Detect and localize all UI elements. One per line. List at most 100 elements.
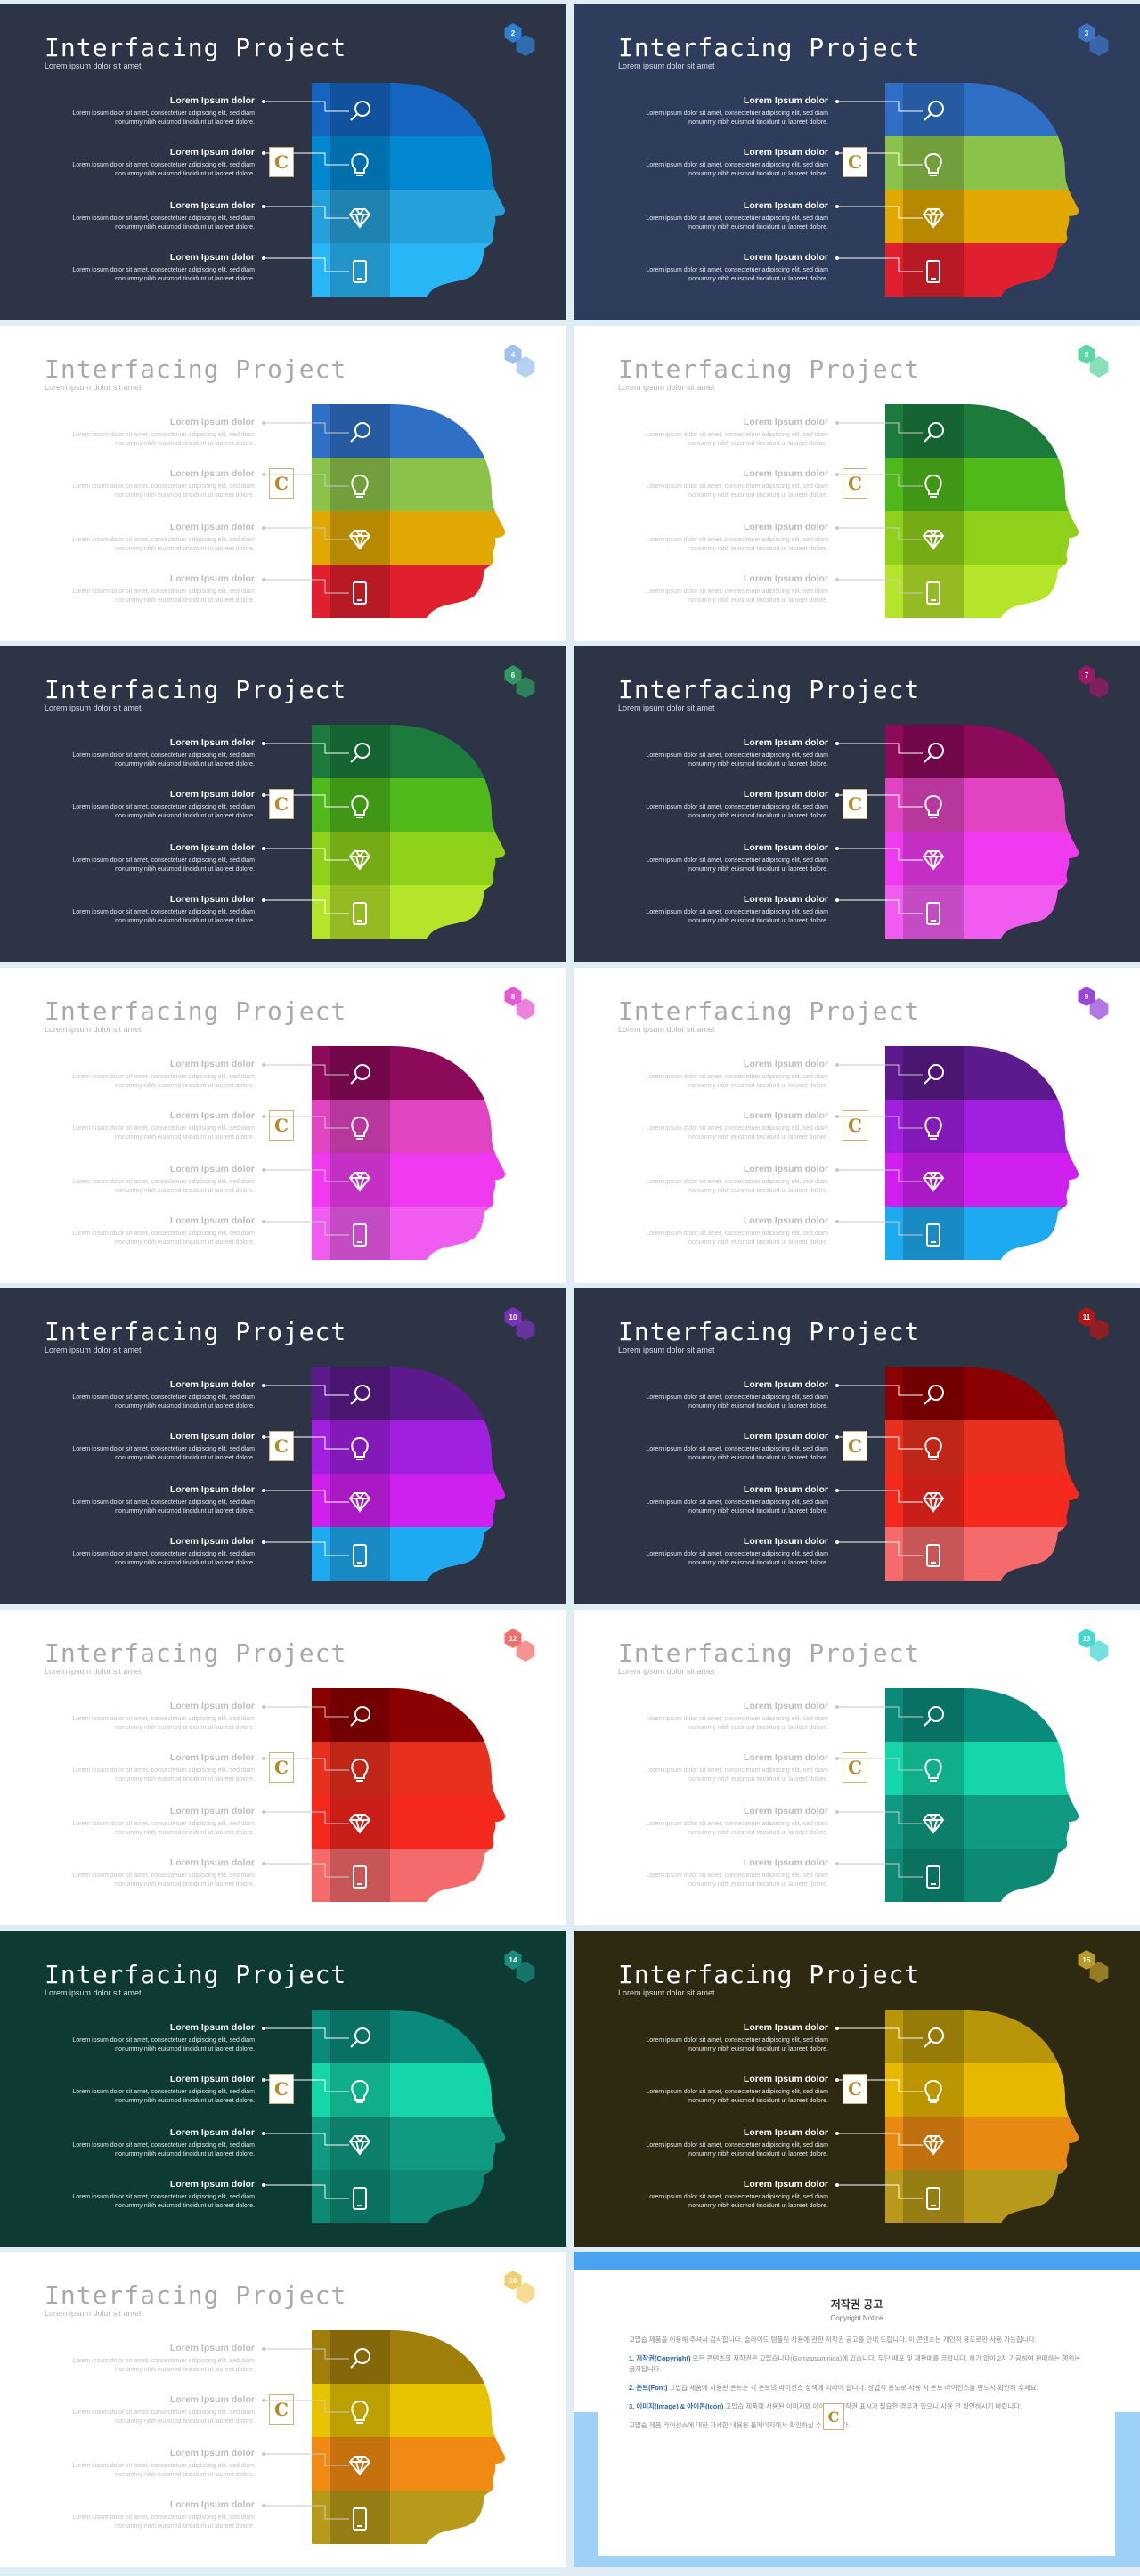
smartphone-icon [926, 581, 940, 605]
watermark-logo: C [269, 1751, 294, 1783]
watermark-logo: C [843, 789, 867, 820]
smartphone-icon [353, 2507, 367, 2531]
logo-letter: C [274, 2399, 289, 2421]
row-heading: Lorem Ipsum dolor [743, 573, 828, 584]
row-description: Lorem ipsum dolor sit amet, consectetuer… [646, 2141, 828, 2158]
row-heading: Lorem Ipsum dolor [169, 467, 255, 479]
watermark-logo: C [269, 1431, 294, 1462]
search-icon [924, 1385, 944, 1406]
row-heading: Lorem Ipsum dolor [169, 1805, 255, 1816]
slide-thumbnail-9[interactable]: Interfacing Project Lorem ipsum dolor si… [574, 967, 1140, 1283]
search-icon [924, 2027, 944, 2048]
slide-title: Interfacing Project [618, 1959, 921, 1989]
row-description: Lorem ipsum dolor sit amet, consectetuer… [72, 2515, 255, 2531]
row-heading: Lorem Ipsum dolor [743, 1700, 828, 1711]
row-heading: Lorem Ipsum dolor [743, 1484, 828, 1496]
slide-thumbnail-2[interactable]: Interfacing Project Lorem ipsum dolor si… [0, 4, 566, 320]
logo-letter: C [848, 151, 862, 173]
search-icon [350, 1063, 370, 1085]
slide-number-text: 12 [509, 1635, 517, 1643]
row-heading: Lorem Ipsum dolor [169, 1379, 255, 1391]
logo-letter: C [274, 1756, 289, 1778]
lightbulb-icon [351, 2401, 369, 2425]
slide-number-text: 11 [1083, 1313, 1091, 1321]
slide-thumbnail-4[interactable]: Interfacing Project Lorem ipsum dolor si… [0, 325, 566, 641]
slide-number-text: 10 [509, 1313, 517, 1321]
notice-intro: 고맙습 제품을 이용해 주셔서 감사합니다. 슬라이드 템플릿 사용에 관한 저… [629, 2336, 1037, 2344]
row-heading: Lorem Ipsum dolor [169, 894, 255, 906]
copyright-notice-slide[interactable]: 저작권 공고 Copyright Notice 고맙습 제품을 이용해 주셔서 … [574, 2252, 1140, 2568]
search-icon [924, 1063, 944, 1085]
slide-thumbnail-12[interactable]: Interfacing Project Lorem ipsum dolor si… [0, 1609, 566, 1925]
slide-thumbnail-8[interactable]: Interfacing Project Lorem ipsum dolor si… [0, 967, 566, 1283]
diamond-icon [922, 1171, 945, 1192]
row-heading: Lorem Ipsum dolor [743, 1857, 828, 1868]
row-description: Lorem ipsum dolor sit amet, consectetuer… [72, 1715, 255, 1731]
slide-thumbnail-14[interactable]: Interfacing Project Lorem ipsum dolor si… [0, 1930, 566, 2247]
logo-letter: C [848, 1756, 862, 1778]
row-heading: Lorem Ipsum dolor [169, 1058, 255, 1069]
row-description: Lorem ipsum dolor sit amet, consectetuer… [646, 857, 828, 874]
head-infographic [258, 1045, 506, 1260]
logo-letter: C [274, 1435, 289, 1458]
slide-thumbnail-7[interactable]: Interfacing Project Lorem ipsum dolor si… [574, 646, 1140, 963]
slide-subtitle: Lorem ipsum dolor sit amet [618, 1666, 715, 1676]
row-description: Lorem ipsum dolor sit amet, consectetuer… [646, 1446, 828, 1462]
smartphone-icon [926, 902, 940, 926]
slide-thumbnail-11[interactable]: Interfacing Project Lorem ipsum dolor si… [574, 1288, 1140, 1605]
row-description: Lorem ipsum dolor sit amet, consectetuer… [72, 1767, 255, 1783]
row-description: Lorem ipsum dolor sit amet, consectetuer… [646, 1125, 828, 1141]
slide-subtitle: Lorem ipsum dolor sit amet [45, 703, 142, 713]
slide-thumbnail-13[interactable]: Interfacing Project Lorem ipsum dolor si… [574, 1609, 1140, 1925]
row-description: Lorem ipsum dolor sit amet, consectetuer… [646, 1073, 828, 1089]
row-description: Lorem ipsum dolor sit amet, consectetuer… [72, 1820, 255, 1836]
row-heading: Lorem Ipsum dolor [743, 1109, 828, 1121]
row-heading: Lorem Ipsum dolor [743, 252, 828, 263]
slide-subtitle: Lorem ipsum dolor sit amet [45, 1345, 142, 1355]
slide-thumbnail-15[interactable]: Interfacing Project Lorem ipsum dolor si… [574, 1930, 1140, 2247]
row-description: Lorem ipsum dolor sit amet, consectetuer… [72, 2141, 255, 2158]
row-description: Lorem ipsum dolor sit amet, consectetuer… [72, 1446, 255, 1462]
slide-number-badge: 8 [504, 986, 535, 1020]
logo-letter: C [848, 472, 862, 494]
row-heading: Lorem Ipsum dolor [169, 573, 255, 584]
diamond-icon [922, 529, 945, 550]
slide-number-text: 2 [511, 29, 516, 37]
slide-thumbnail-6[interactable]: Interfacing Project Lorem ipsum dolor si… [0, 646, 566, 963]
head-infographic [832, 1687, 1079, 1902]
slide-title: Interfacing Project [45, 1317, 347, 1347]
slide-number-badge: 9 [1078, 986, 1109, 1020]
watermark-logo: C [269, 2394, 294, 2426]
slide-number-badge: 7 [1078, 665, 1109, 699]
search-icon [924, 421, 944, 443]
notice-font: 2. 폰트(Font) 고맙습 제품에 사용된 폰트는 각 폰트의 라이선스 정… [629, 2384, 1038, 2393]
logo-letter: C [274, 2077, 289, 2100]
head-infographic [258, 2330, 506, 2545]
diamond-icon [348, 1492, 371, 1513]
smartphone-icon [353, 902, 367, 926]
head-infographic [258, 83, 506, 297]
slide-number-badge: 12 [504, 1628, 535, 1662]
search-icon [350, 743, 370, 763]
logo-letter: C [848, 1114, 862, 1136]
slide-number-text: 6 [511, 671, 516, 679]
smartphone-icon [926, 1223, 940, 1247]
slide-thumbnail-16[interactable]: Interfacing Project Lorem ipsum dolor si… [0, 2252, 566, 2568]
row-heading: Lorem Ipsum dolor [169, 252, 255, 263]
diamond-icon [348, 208, 371, 229]
slide-thumbnail-3[interactable]: Interfacing Project Lorem ipsum dolor si… [574, 4, 1140, 320]
row-heading: Lorem Ipsum dolor [743, 1058, 828, 1069]
head-infographic [258, 725, 506, 939]
row-description: Lorem ipsum dolor sit amet, consectetuer… [646, 804, 828, 820]
slide-thumbnail-5[interactable]: Interfacing Project Lorem ipsum dolor si… [574, 325, 1140, 641]
slide-title: Interfacing Project [618, 1317, 921, 1347]
row-heading: Lorem Ipsum dolor [169, 789, 255, 800]
slide-number-badge: 13 [1078, 1628, 1109, 1662]
row-description: Lorem ipsum dolor sit amet, consectetuer… [72, 1073, 255, 1089]
row-description: Lorem ipsum dolor sit amet, consectetuer… [72, 431, 255, 447]
slide-subtitle: Lorem ipsum dolor sit amet [45, 2309, 142, 2319]
slide-thumbnail-10[interactable]: Interfacing Project Lorem ipsum dolor si… [0, 1288, 566, 1605]
logo-letter: C [274, 472, 289, 494]
logo-letter: C [848, 1435, 862, 1458]
